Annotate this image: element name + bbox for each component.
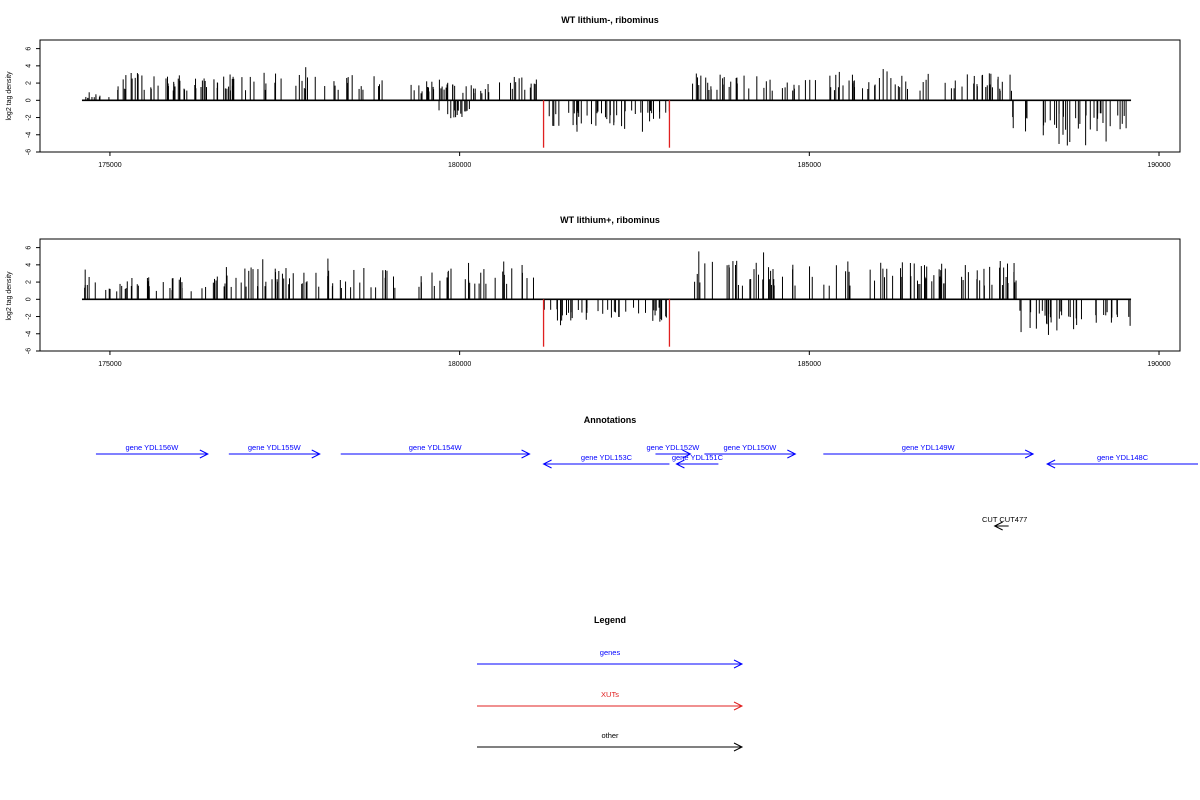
- arrowhead: [1024, 449, 1035, 459]
- panel-title: WT lithium-, ribominus: [561, 15, 659, 25]
- arrowhead: [993, 521, 1003, 531]
- y-tick-label: -4: [26, 331, 33, 337]
- panel-title: WT lithium+, ribominus: [560, 215, 660, 225]
- annotation-feature: gene YDL154W: [340, 443, 531, 459]
- legend-label: XUTs: [601, 690, 619, 699]
- y-tick-label: 4: [26, 64, 33, 68]
- arrowhead: [542, 459, 552, 469]
- legend-item-genes: genes: [477, 648, 744, 669]
- y-tick-label: 0: [26, 98, 33, 102]
- annotation-feature: gene YDL148C: [1045, 453, 1198, 469]
- annotation-feature: gene YDL153C: [542, 453, 670, 469]
- y-tick-label: 0: [26, 297, 33, 301]
- legend-item-other: other: [477, 731, 744, 752]
- arrowhead: [733, 742, 744, 752]
- annotation-feature: gene YDL156W: [95, 443, 209, 459]
- legend-title: Legend: [594, 615, 626, 625]
- y-axis-label: log2 tag density: [6, 71, 13, 121]
- annotation-label: gene YDL151C: [672, 453, 724, 462]
- y-tick-label: -4: [26, 132, 33, 138]
- x-tick-label: 190000: [1147, 361, 1170, 368]
- annotation-feature: gene YDL155W: [228, 443, 321, 459]
- annotation-label: CUT CUT477: [982, 515, 1027, 524]
- y-axis-label: log2 tag density: [6, 271, 13, 321]
- x-axis: 175000 180000 185000 190000: [98, 351, 1171, 368]
- y-tick-label: 6: [26, 47, 33, 51]
- legend-label: other: [601, 731, 619, 740]
- panel-wt-lithium-minus: WT lithium-, ribominus log2 tag density …: [6, 15, 1181, 169]
- annotations-title: Annotations: [584, 415, 637, 425]
- annotation-feature: gene YDL151C: [672, 453, 724, 469]
- annotation-label: gene YDL149W: [902, 443, 956, 452]
- arrowhead: [682, 449, 692, 459]
- arrowhead: [733, 701, 744, 711]
- annotation-label: gene YDL156W: [125, 443, 179, 452]
- arrowhead: [787, 449, 797, 459]
- arrowhead: [521, 449, 531, 459]
- arrowhead: [675, 459, 685, 469]
- x-tick-label: 185000: [798, 361, 821, 368]
- plot-frame: [39, 39, 1181, 153]
- annotation-label: gene YDL152W: [647, 443, 701, 452]
- x-axis: 175000 180000 185000 190000: [98, 152, 1171, 169]
- annotation-label: gene YDL155W: [248, 443, 302, 452]
- annotation-label: gene YDL154W: [409, 443, 463, 452]
- density-bars: [81, 251, 1132, 347]
- y-tick-label: 2: [26, 81, 33, 85]
- legend-label: genes: [600, 648, 621, 657]
- density-bars: [81, 67, 1132, 148]
- y-tick-label: 4: [26, 263, 33, 267]
- arrowhead: [1045, 459, 1056, 469]
- x-tick-label: 185000: [798, 162, 821, 169]
- y-tick-label: -2: [26, 114, 33, 120]
- y-axis: 6 4 2 0 -2 -4 -6: [26, 47, 40, 155]
- x-tick-label: 180000: [448, 162, 471, 169]
- y-tick-label: 6: [26, 246, 33, 250]
- legend-item-xuts: XUTs: [477, 690, 744, 711]
- annotation-label: gene YDL150W: [723, 443, 777, 452]
- annotation-feature: CUT CUT477: [982, 515, 1027, 531]
- y-axis: 6 4 2 0 -2 -4 -6: [26, 246, 40, 354]
- arrowhead: [199, 449, 209, 459]
- arrowhead: [311, 449, 321, 459]
- panel-wt-lithium-plus: WT lithium+, ribominus log2 tag density …: [6, 215, 1181, 368]
- x-tick-label: 190000: [1147, 162, 1170, 169]
- x-tick-label: 175000: [98, 361, 121, 368]
- x-tick-label: 175000: [98, 162, 121, 169]
- annotations-track: Annotations gene YDL156W gene YDL155W gene…: [95, 415, 1198, 531]
- annotation-feature: gene YDL150W: [704, 443, 797, 459]
- y-tick-label: -6: [26, 348, 33, 354]
- y-tick-label: 2: [26, 280, 33, 284]
- plot-frame: [39, 238, 1181, 352]
- y-tick-label: -6: [26, 149, 33, 155]
- annotation-feature: gene YDL149W: [823, 443, 1035, 459]
- annotation-label: gene YDL153C: [581, 453, 633, 462]
- annotation-label: gene YDL148C: [1097, 453, 1149, 462]
- annotation-feature: gene YDL152W: [647, 443, 701, 459]
- x-tick-label: 180000: [448, 361, 471, 368]
- arrowhead: [733, 659, 744, 669]
- legend: Legend genes XUTs other: [477, 615, 744, 752]
- y-tick-label: -2: [26, 313, 33, 319]
